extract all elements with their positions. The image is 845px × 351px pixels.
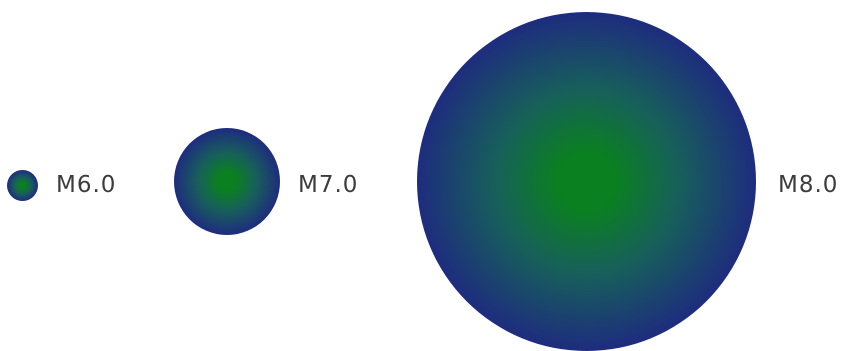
magnitude-label-m8: M8.0: [778, 172, 839, 198]
magnitude-circle-m6: [7, 170, 38, 201]
magnitude-circle-m8: [417, 12, 756, 351]
magnitude-label-m7: M7.0: [298, 172, 359, 198]
magnitude-circle-m7: [174, 128, 280, 235]
magnitude-label-m6: M6.0: [56, 172, 117, 198]
